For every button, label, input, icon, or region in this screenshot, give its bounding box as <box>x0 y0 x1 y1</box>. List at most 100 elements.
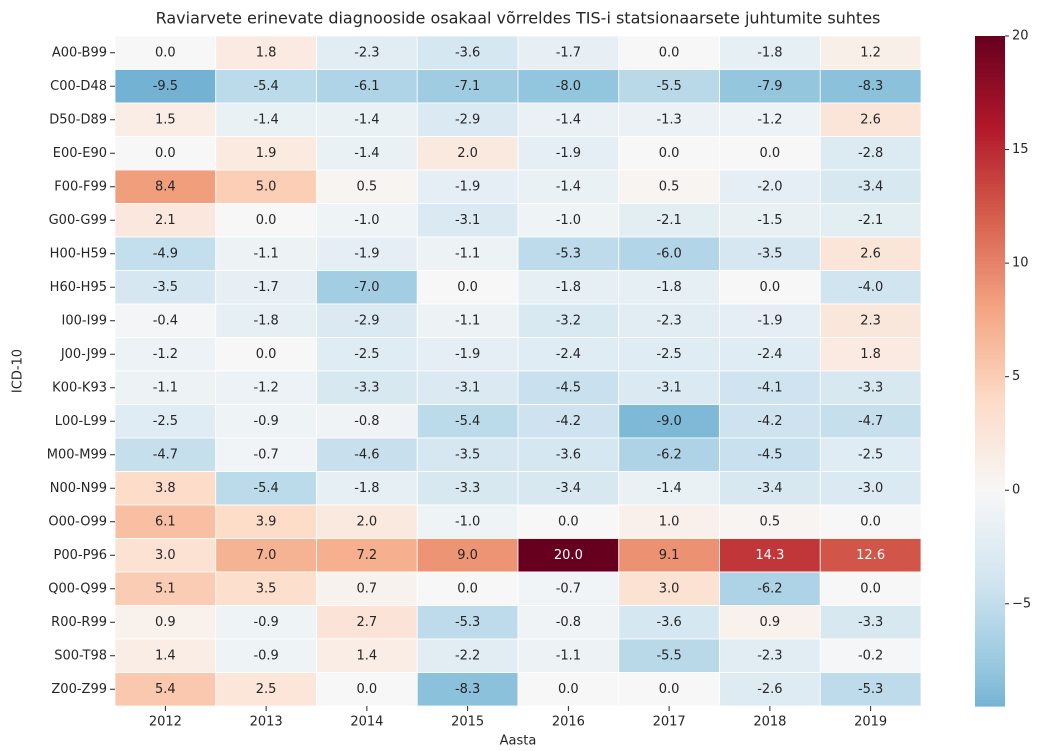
colorbar-step <box>975 220 1005 225</box>
cell-label: 0.5 <box>659 179 680 194</box>
heatmap-cell <box>819 404 922 439</box>
cell-label: 12.6 <box>856 548 885 563</box>
cell-label: -5.4 <box>455 414 480 429</box>
heatmap-cell <box>114 337 217 372</box>
colorbar-step <box>975 421 1005 426</box>
colorbar-step <box>975 139 1005 144</box>
colorbar-step <box>975 153 1005 158</box>
colorbar-step <box>975 320 1005 325</box>
cell-label: 0.0 <box>659 682 680 697</box>
colorbar-step <box>975 283 1005 288</box>
cell-label: -4.6 <box>354 447 379 462</box>
heatmap-cell <box>719 169 821 204</box>
cell-label: -4.7 <box>858 414 883 429</box>
heatmap-cell <box>517 236 620 271</box>
cell-label: -1.1 <box>253 246 278 261</box>
colorbar-step <box>975 659 1005 664</box>
heatmap-cell <box>618 203 720 238</box>
heatmap-cell <box>416 169 519 204</box>
cell-label: -6.2 <box>757 581 782 596</box>
colorbar-step <box>975 474 1005 479</box>
colorbar-step <box>975 689 1005 694</box>
heatmap-cell <box>618 35 720 70</box>
colorbar-step <box>975 538 1005 543</box>
cell-label: -1.7 <box>556 45 581 60</box>
colorbar-step <box>975 347 1005 352</box>
heatmap-cell <box>215 35 317 70</box>
cell-label: 0.5 <box>760 514 781 529</box>
x-tick-label: 2019 <box>854 715 887 730</box>
cell-label: 3.9 <box>256 514 277 529</box>
cell-label: -0.7 <box>253 447 278 462</box>
cell-label: -3.6 <box>556 447 581 462</box>
colorbar-step <box>975 612 1005 617</box>
cell-label: -1.8 <box>253 313 278 328</box>
colorbar-step <box>975 357 1005 362</box>
cell-label: 0.0 <box>558 682 579 697</box>
colorbar-step <box>975 695 1005 700</box>
heatmap-cell <box>618 571 720 606</box>
heatmap-cell <box>416 538 519 573</box>
colorbar-step <box>975 334 1005 339</box>
colorbar-step <box>975 568 1005 573</box>
cell-label: -2.3 <box>354 45 379 60</box>
colorbar-step <box>975 46 1005 50</box>
cell-label: -4.7 <box>153 447 178 462</box>
cell-label: 8.4 <box>155 179 176 194</box>
colorbar-step <box>975 588 1005 593</box>
heatmap-cell <box>215 571 317 606</box>
colorbar-step <box>975 42 1005 47</box>
heatmap-cell <box>114 504 217 539</box>
colorbar-step <box>975 665 1005 670</box>
colorbar-step <box>975 545 1005 550</box>
heatmap-cell <box>719 437 821 472</box>
heatmap-cell <box>719 638 821 673</box>
cell-label: -2.5 <box>153 414 178 429</box>
cell-label: -5.3 <box>455 615 480 630</box>
heatmap-cell <box>618 538 720 573</box>
colorbar-step <box>975 193 1005 198</box>
y-tick-label: D50-D89 <box>49 112 107 127</box>
heatmap-cell <box>517 672 620 707</box>
heatmap-cell <box>416 638 519 673</box>
cell-label: -6.0 <box>656 246 681 261</box>
colorbar-step <box>975 478 1005 483</box>
colorbar-step <box>975 129 1005 134</box>
colorbar-step <box>975 82 1005 87</box>
cell-label: -4.2 <box>556 414 581 429</box>
cell-label: -1.1 <box>556 648 581 663</box>
colorbar-step <box>975 263 1005 268</box>
cell-label: 2.7 <box>357 615 378 630</box>
heatmap-cell <box>517 638 620 673</box>
colorbar-step <box>975 578 1005 583</box>
cell-label: -8.3 <box>455 682 480 697</box>
cell-label: 1.5 <box>155 112 176 127</box>
colorbar-step <box>975 119 1005 124</box>
cell-label: -3.3 <box>858 380 883 395</box>
cell-label: -4.9 <box>153 246 178 261</box>
cell-label: -1.4 <box>556 112 581 127</box>
cell-label: -2.5 <box>656 347 681 362</box>
colorbar-step <box>975 461 1005 466</box>
colorbar-step <box>975 501 1005 506</box>
heatmap-cell <box>517 169 620 204</box>
cell-label: 0.0 <box>155 45 176 60</box>
colorbar-step <box>975 387 1005 392</box>
colorbar-step <box>975 190 1005 195</box>
colorbar-step <box>975 297 1005 302</box>
colorbar-step <box>975 377 1005 382</box>
colorbar-step <box>975 635 1005 640</box>
heatmap-cell <box>215 638 317 673</box>
colorbar-step <box>975 521 1005 526</box>
heatmap-cell <box>819 270 922 305</box>
cell-label: -6.1 <box>354 79 379 94</box>
y-tick-label: G00-G99 <box>49 213 107 228</box>
heatmap-cell <box>819 571 922 606</box>
colorbar-step <box>975 488 1005 493</box>
colorbar-step <box>975 250 1005 255</box>
heatmap-cell <box>416 69 519 104</box>
colorbar-step <box>975 424 1005 429</box>
heatmap-cell <box>517 136 620 171</box>
colorbar-step <box>975 330 1005 335</box>
cell-label: -1.8 <box>757 45 782 60</box>
